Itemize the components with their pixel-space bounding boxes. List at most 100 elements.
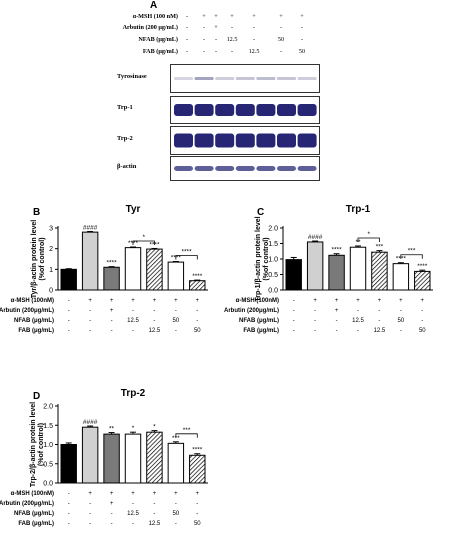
panel-a-treatment-value: - bbox=[300, 24, 304, 31]
treatment-value: - bbox=[378, 308, 380, 314]
treatment-value: - bbox=[175, 521, 177, 527]
blot-band bbox=[215, 104, 235, 116]
blot-band bbox=[215, 77, 235, 80]
treatment-value: - bbox=[68, 318, 70, 324]
treatment-value: - bbox=[196, 501, 198, 507]
treatment-value: + bbox=[421, 298, 425, 304]
significance-label: #### bbox=[308, 234, 323, 241]
bracket-label: *** bbox=[183, 427, 191, 434]
y-tick-label: 1 bbox=[49, 267, 53, 274]
treatment-value: 50 bbox=[419, 328, 426, 334]
y-tick-label: 0.0 bbox=[268, 288, 278, 295]
treatment-value: - bbox=[111, 511, 113, 517]
y-axis-label: Trp-1/β-actin protein level bbox=[255, 216, 262, 301]
bar bbox=[103, 266, 120, 291]
treatment-value: + bbox=[174, 298, 178, 304]
blot-band bbox=[297, 133, 317, 148]
bar bbox=[306, 241, 324, 291]
treatment-value: 50 bbox=[173, 511, 180, 517]
treatment-value: - bbox=[336, 318, 338, 324]
panel-c: Trp-1 0.0 0.5 1.0 1.5 2.0 Trp-1/β-actin protei… bbox=[224, 200, 455, 350]
panel-a-treatment-value: - bbox=[214, 48, 218, 55]
panel-a-blot-label: Trp-1 bbox=[117, 104, 133, 111]
treatment-value: - bbox=[68, 328, 70, 334]
panel-a-treatment-value: 50 bbox=[298, 48, 306, 55]
chart-title: Trp-2 bbox=[121, 388, 146, 399]
treatment-value: - bbox=[153, 318, 155, 324]
panel-a-treatment-label: FAB (μg/mL) bbox=[142, 48, 178, 55]
panel-b-letter: B bbox=[33, 207, 41, 218]
bar-chart-c: Trp-1 0.0 0.5 1.0 1.5 2.0 Trp-1/β-actin protei… bbox=[224, 204, 433, 334]
significance-label: **** bbox=[192, 447, 203, 454]
panel-a-treatment-value: - bbox=[202, 24, 206, 31]
blot-band bbox=[215, 166, 235, 171]
y-tick-label: 2.0 bbox=[43, 404, 53, 411]
treatment-value: - bbox=[111, 521, 113, 527]
bar bbox=[285, 259, 302, 291]
bracket-label: * bbox=[142, 234, 145, 241]
y-tick-label: 1.5 bbox=[43, 423, 53, 430]
blot-band bbox=[215, 133, 235, 148]
panel-a-treatment-value: - bbox=[300, 36, 304, 43]
treatment-value: - bbox=[196, 318, 198, 324]
treatment-value: + bbox=[110, 491, 114, 497]
panel-a-treatment-value: - bbox=[185, 24, 189, 31]
panel-a-treatment-value: - bbox=[185, 13, 189, 20]
panel-a-treatment-value: - bbox=[252, 36, 256, 43]
panel-a-treatment-value: + bbox=[214, 13, 218, 20]
treatment-value: + bbox=[88, 298, 92, 304]
treatment-value: - bbox=[293, 318, 295, 324]
panel-a-treatment-value: - bbox=[185, 48, 189, 55]
panel-a-blot-image bbox=[170, 126, 320, 155]
blot-band bbox=[277, 133, 296, 148]
panel-a-treatment-value: - bbox=[202, 48, 206, 55]
blot-band bbox=[277, 166, 296, 171]
panel-a-treatment-value: + bbox=[230, 13, 234, 20]
treatment-value: - bbox=[293, 308, 295, 314]
significance-label: ** bbox=[109, 426, 115, 433]
treatment-value: - bbox=[357, 308, 359, 314]
blot-band bbox=[194, 104, 214, 116]
panel-d: Trp-2 0.0 0.5 1.0 1.5 2.0 Trp-2/β-actin protei… bbox=[0, 388, 230, 550]
treatment-value: 12.5 bbox=[149, 328, 161, 334]
treatment-value: - bbox=[68, 298, 70, 304]
treatment-value: - bbox=[68, 501, 70, 507]
treatment-label: Arbutin (200μg/mL) bbox=[224, 308, 279, 314]
panel-a-blot-label: Trp-2 bbox=[117, 134, 133, 142]
y-axis-label: (%of control) bbox=[263, 237, 270, 280]
treatment-label: α-MSH (100nM) bbox=[236, 298, 279, 304]
panel-a: α-MSH (100 nM) - + + + + + + Arbutin (200 μg/mL)… bbox=[0, 0, 455, 190]
blot-band bbox=[174, 133, 193, 148]
bar bbox=[328, 254, 345, 291]
treatment-label: NFAB (μg/mL) bbox=[14, 511, 54, 517]
panel-a-letter: A bbox=[150, 0, 158, 11]
bar bbox=[189, 454, 206, 484]
treatment-value: - bbox=[378, 318, 380, 324]
significance-bracket bbox=[175, 255, 198, 260]
treatment-value: + bbox=[131, 491, 135, 497]
bar bbox=[60, 444, 77, 484]
treatment-value: 12.5 bbox=[127, 511, 139, 517]
panel-b: Tyr 0 1 2 3 Tyr/β-actin protein level (%of con… bbox=[0, 200, 230, 350]
bar-chart-d: Trp-2 0.0 0.5 1.0 1.5 2.0 Trp-2/β-actin protei… bbox=[0, 388, 208, 527]
blot-band bbox=[235, 166, 255, 171]
panel-a-treatment-value: + bbox=[202, 13, 206, 20]
blot-band bbox=[297, 104, 317, 116]
significance-bracket bbox=[357, 237, 380, 242]
treatment-value: - bbox=[153, 511, 155, 517]
panel-a-treatment-label: α-MSH (100 nM) bbox=[132, 13, 178, 20]
treatment-label: Arbutin (200μg/mL) bbox=[0, 308, 54, 314]
treatment-value: + bbox=[196, 298, 200, 304]
blot-band bbox=[194, 133, 214, 148]
panel-a-treatment-label: Arbutin (200 μg/mL) bbox=[122, 24, 178, 31]
treatment-value: - bbox=[132, 501, 134, 507]
panel-a-treatment-value: - bbox=[202, 36, 206, 43]
treatment-label: FAB (μg/mL) bbox=[243, 328, 279, 334]
significance-label: **** bbox=[332, 247, 343, 254]
y-axis-label: Tyr/β-actin protein level bbox=[31, 220, 38, 298]
y-axis-label: (%of control) bbox=[38, 423, 45, 466]
panel-a-blot-image bbox=[170, 96, 320, 124]
treatment-value: - bbox=[89, 318, 91, 324]
treatment-value: + bbox=[110, 298, 114, 304]
treatment-value: - bbox=[132, 308, 134, 314]
